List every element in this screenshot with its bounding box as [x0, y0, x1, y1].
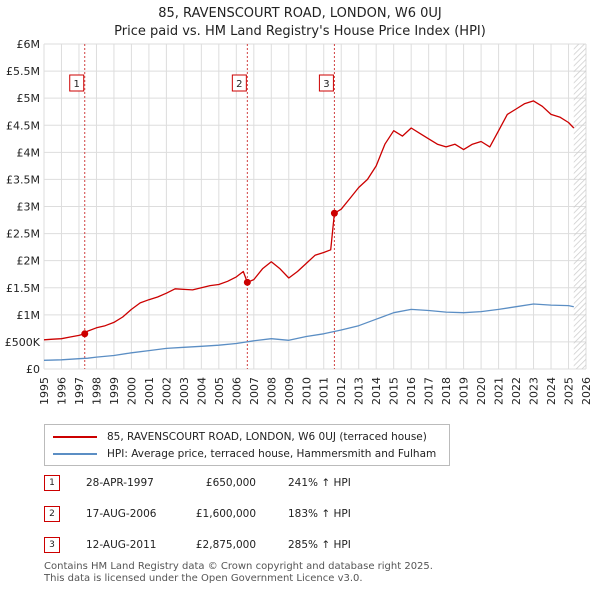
- sale-row: 3 12-AUG-2011 £2,875,000 285% ↑ HPI: [44, 536, 351, 554]
- sale-point: [330, 209, 338, 217]
- x-tick-label: 1996: [55, 377, 68, 405]
- x-tick-label: 2004: [195, 377, 208, 405]
- x-tick-label: 2022: [510, 377, 523, 405]
- x-tick-label: 2026: [580, 377, 593, 405]
- sale-label-box: [69, 74, 85, 92]
- sale-price: £650,000: [205, 477, 256, 489]
- y-axis-ticks: £0 £500K £1M £1.5M £2M £2.5M £3M £3.5M £4M £4.5M £…: [5, 38, 41, 376]
- x-tick-label: 2025: [563, 377, 576, 405]
- x-tick-label: 2014: [370, 377, 383, 405]
- y-tick-label: £2.5M: [6, 228, 40, 241]
- footer-licence: This data is licensed under the Open Gov…: [44, 573, 363, 584]
- legend-row-property: 85, RAVENSCOURT ROAD, LONDON, W6 0UJ (te…: [53, 429, 427, 445]
- sale-row: 2 17-AUG-2006 £1,600,000 183% ↑ HPI: [44, 505, 351, 523]
- y-tick-label: £4M: [17, 146, 41, 159]
- y-tick-label: £0: [26, 363, 40, 376]
- sale-price: £1,600,000: [195, 508, 256, 520]
- sale-label-box: [318, 74, 334, 92]
- price-chart: 1 2 3 £0 £500K £1M £1.5M £2M £2.5M £3M £3.5M £4M £4…: [5, 38, 593, 405]
- y-tick-label: £6M: [17, 38, 41, 51]
- x-tick-label: 2002: [160, 377, 173, 405]
- sale-date: 28-APR-1997: [86, 477, 154, 489]
- x-tick-label: 1995: [38, 377, 51, 405]
- x-tick-label: 2010: [300, 377, 313, 405]
- x-tick-label: 2019: [458, 377, 471, 405]
- sale-label: 2: [236, 79, 242, 90]
- sale-price: £2,875,000: [195, 539, 256, 551]
- y-tick-label: £500K: [5, 336, 41, 349]
- sale-number-box: 3: [44, 537, 60, 553]
- x-tick-label: 2006: [230, 377, 243, 405]
- x-tick-label: 2013: [353, 377, 366, 405]
- chart-subtitle: Price paid vs. HM Land Registry's House …: [114, 24, 486, 39]
- sale-row: 1 28-APR-1997 £650,000 241% ↑ HPI: [44, 474, 351, 492]
- legend-line-hpi: [53, 453, 97, 455]
- y-tick-label: £1.5M: [6, 282, 40, 295]
- x-tick-label: 2012: [335, 377, 348, 405]
- x-tick-label: 2015: [388, 377, 401, 405]
- legend-label-property: 85, RAVENSCOURT ROAD, LONDON, W6 0UJ (te…: [107, 431, 427, 443]
- y-tick-label: £3M: [17, 201, 41, 214]
- forecast-hatch-area: [573, 44, 586, 369]
- property-price-line: [43, 100, 575, 341]
- sale-hpi-change: 241% ↑ HPI: [288, 477, 351, 489]
- chart-title-address: 85, RAVENSCOURT ROAD, LONDON, W6 0UJ: [158, 6, 442, 21]
- x-tick-label: 2017: [423, 377, 436, 405]
- x-tick-label: 2011: [318, 377, 331, 405]
- x-tick-label: 1997: [73, 377, 86, 405]
- sale-hpi-change: 183% ↑ HPI: [288, 508, 351, 520]
- legend: 85, RAVENSCOURT ROAD, LONDON, W6 0UJ (te…: [44, 424, 450, 466]
- x-tick-label: 2003: [178, 377, 191, 405]
- y-tick-label: £2M: [17, 255, 41, 268]
- sale-number-box: 2: [44, 506, 60, 522]
- sale-label-box: [231, 74, 247, 92]
- x-axis-ticks: 1995 1996 1997 1998 1999 2000 2001 2002 2003 2004…: [38, 377, 593, 405]
- sale-label: 1: [74, 79, 80, 90]
- x-tick-label: 2020: [475, 377, 488, 405]
- x-tick-label: 2001: [143, 377, 156, 405]
- sale-markers: 1 2 3: [69, 74, 338, 338]
- legend-line-property: [53, 436, 97, 438]
- sale-label: 3: [323, 79, 329, 90]
- sale-hpi-change: 285% ↑ HPI: [288, 539, 351, 551]
- y-tick-label: £4.5M: [6, 119, 40, 132]
- sale-number-box: 1: [44, 475, 60, 491]
- x-tick-label: 2007: [248, 377, 261, 405]
- x-tick-label: 2008: [265, 377, 278, 405]
- sale-point: [81, 330, 89, 338]
- sale-point: [243, 278, 251, 286]
- series-group: [43, 100, 575, 361]
- hpi-line: [43, 303, 574, 361]
- x-tick-label: 2023: [528, 377, 541, 405]
- y-tick-label: £1M: [17, 309, 41, 322]
- x-tick-label: 2005: [213, 377, 226, 405]
- y-tick-label: £5.5M: [6, 65, 40, 78]
- y-tick-label: £3.5M: [6, 173, 40, 186]
- y-tick-label: £5M: [17, 92, 41, 105]
- x-tick-label: 1998: [90, 377, 103, 405]
- x-tick-label: 2000: [125, 377, 138, 405]
- x-tick-label: 2024: [545, 377, 558, 405]
- x-tick-label: 2009: [283, 377, 296, 405]
- footer-copyright: Contains HM Land Registry data © Crown c…: [44, 561, 433, 572]
- x-tick-label: 2021: [493, 377, 506, 405]
- x-tick-label: 2016: [405, 377, 418, 405]
- sale-date: 12-AUG-2011: [86, 539, 157, 551]
- legend-row-hpi: HPI: Average price, terraced house, Hamm…: [53, 446, 436, 462]
- legend-label-hpi: HPI: Average price, terraced house, Hamm…: [107, 448, 437, 460]
- x-tick-label: 2018: [440, 377, 453, 405]
- sale-date: 17-AUG-2006: [86, 508, 157, 520]
- x-tick-label: 1999: [108, 377, 121, 405]
- grid: [43, 43, 587, 370]
